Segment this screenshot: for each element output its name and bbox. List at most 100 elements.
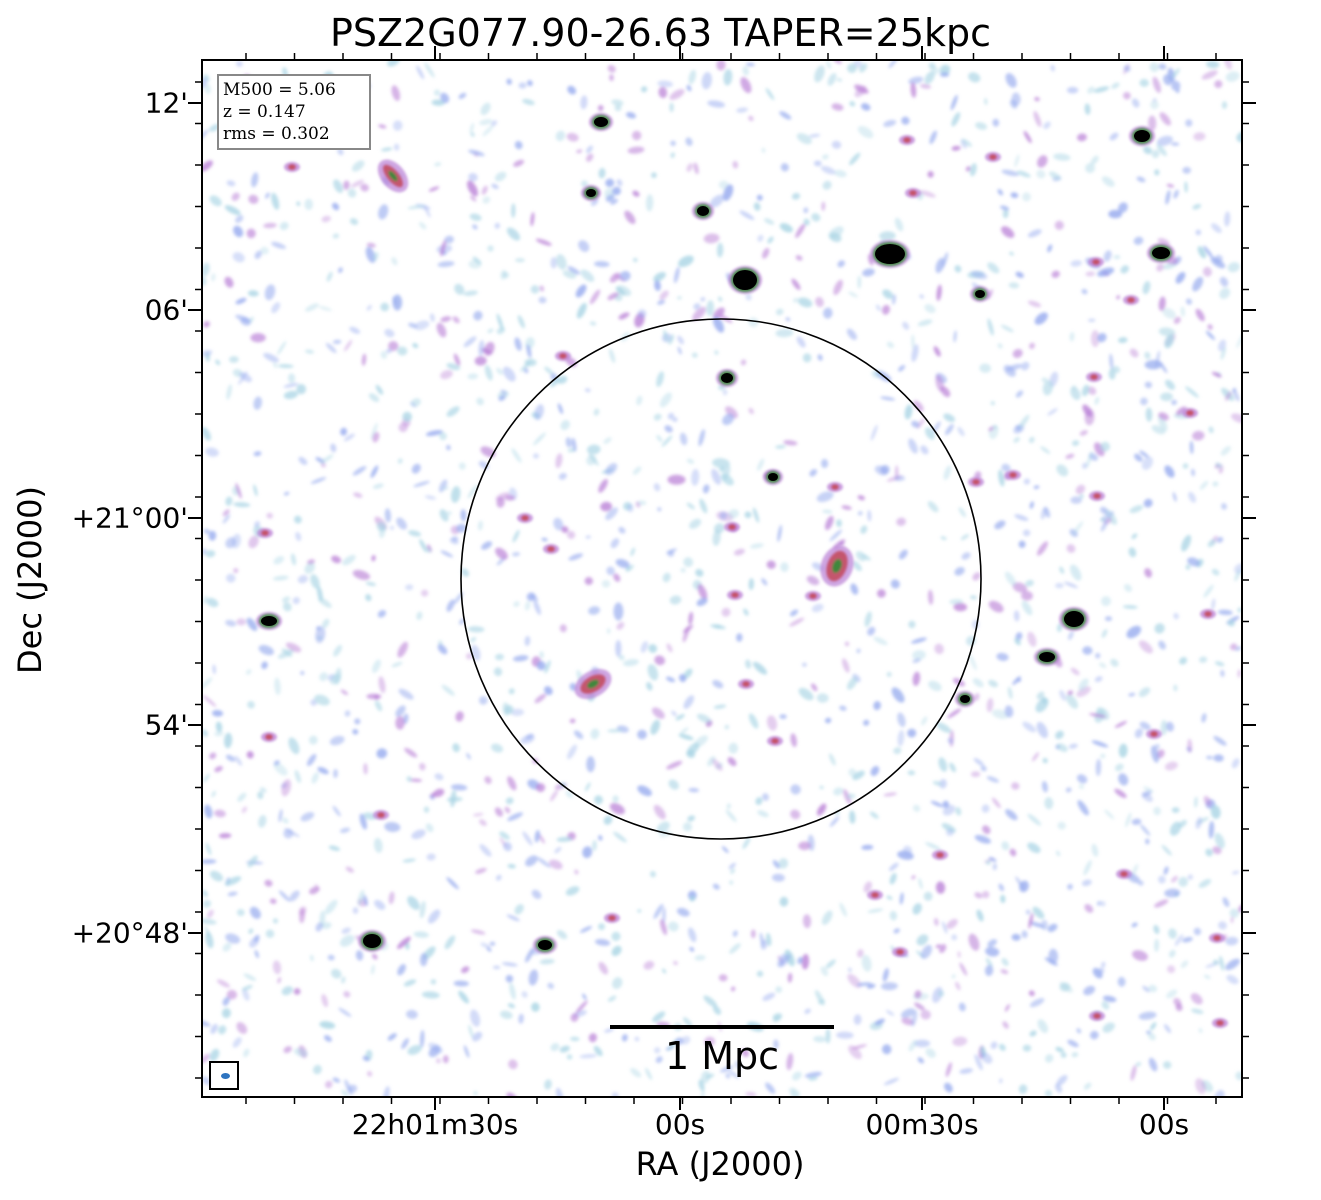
noise-blob	[924, 304, 936, 314]
noise-blob	[1117, 202, 1128, 213]
noise-blob	[662, 572, 671, 583]
noise-blob	[988, 426, 994, 432]
noise-blob	[1089, 1030, 1099, 1040]
noise-blob	[813, 1035, 827, 1043]
noise-blob	[1104, 809, 1115, 820]
noise-blob	[1163, 866, 1169, 875]
noise-blob	[1114, 763, 1124, 772]
noise-blob	[423, 204, 431, 218]
noise-blob	[450, 486, 461, 503]
noise-blob	[789, 609, 799, 617]
noise-blob	[1173, 998, 1182, 1007]
faint-source	[985, 152, 1001, 162]
noise-blob	[294, 769, 301, 784]
noise-blob	[1148, 1057, 1158, 1072]
noise-blob	[538, 833, 545, 844]
noise-blob	[888, 862, 899, 872]
noise-blob	[867, 509, 872, 522]
noise-blob	[947, 737, 954, 744]
noise-blob	[271, 241, 287, 249]
noise-blob	[203, 528, 211, 534]
noise-blob	[882, 968, 889, 982]
noise-blob	[1078, 784, 1085, 790]
point-source	[728, 266, 762, 294]
noise-blob	[251, 172, 259, 188]
noise-blob	[790, 733, 797, 748]
noise-blob	[582, 993, 587, 1000]
noise-blob	[305, 303, 319, 312]
noise-blob	[352, 907, 359, 914]
noise-blob	[1213, 735, 1227, 746]
noise-blob	[1010, 192, 1019, 199]
noise-blob	[248, 194, 259, 204]
noise-blob	[538, 296, 547, 304]
noise-blob	[567, 85, 577, 95]
noise-blob	[621, 1034, 628, 1042]
noise-blob	[1103, 250, 1112, 262]
noise-blob	[293, 1048, 308, 1057]
noise-blob	[1158, 640, 1166, 650]
noise-blob	[920, 445, 929, 455]
noise-blob	[1109, 353, 1114, 370]
noise-blob	[765, 1082, 776, 1094]
noise-blob	[817, 354, 823, 361]
noise-blob	[480, 942, 491, 949]
noise-blob	[1066, 694, 1079, 709]
noise-blob	[1116, 295, 1120, 300]
noise-blob	[431, 99, 445, 106]
noise-blob	[656, 434, 663, 443]
noise-blob	[1192, 276, 1204, 292]
noise-blob	[697, 584, 708, 600]
noise-blob	[682, 822, 693, 832]
noise-blob	[273, 556, 285, 565]
y-axis-label: Dec (J2000)	[11, 486, 49, 674]
noise-blob	[311, 772, 319, 784]
noise-blob	[814, 989, 825, 1006]
noise-blob	[829, 816, 840, 827]
noise-blob	[392, 120, 403, 131]
noise-blob	[1198, 878, 1212, 888]
noise-blob	[748, 578, 755, 591]
noise-blob	[589, 321, 597, 326]
noise-blob	[729, 943, 741, 954]
noise-blob	[688, 611, 694, 625]
noise-blob	[250, 333, 266, 343]
noise-blob	[533, 432, 546, 446]
noise-blob	[842, 658, 850, 673]
noise-blob	[592, 840, 597, 851]
noise-blob	[343, 180, 350, 190]
noise-blob	[806, 575, 820, 586]
noise-blob	[1234, 563, 1242, 574]
faint-source	[1212, 1018, 1228, 1028]
noise-blob	[501, 962, 518, 967]
noise-blob	[339, 934, 355, 947]
noise-blob	[229, 356, 239, 363]
noise-blob	[857, 495, 865, 501]
noise-blob	[1138, 1011, 1157, 1020]
noise-blob	[792, 1071, 802, 1081]
noise-blob	[1138, 640, 1153, 654]
noise-blob	[670, 140, 676, 146]
noise-blob	[500, 389, 508, 395]
noise-blob	[1154, 899, 1169, 908]
noise-blob	[434, 162, 442, 167]
noise-blob	[847, 63, 857, 74]
noise-blob	[273, 760, 280, 766]
noise-blob	[269, 898, 277, 904]
noise-blob	[258, 814, 267, 828]
noise-blob	[1029, 921, 1045, 928]
noise-blob	[474, 356, 487, 366]
noise-blob	[1175, 271, 1186, 284]
noise-blob	[344, 710, 351, 717]
noise-blob	[1000, 324, 1014, 333]
noise-blob	[683, 1017, 693, 1028]
noise-blob	[823, 307, 833, 319]
noise-blob	[444, 935, 456, 950]
noise-blob	[656, 821, 670, 834]
noise-blob	[317, 766, 329, 775]
noise-blob	[277, 649, 294, 659]
noise-blob	[504, 806, 511, 814]
noise-blob	[611, 1092, 619, 1097]
noise-blob	[969, 163, 977, 177]
noise-blob	[1180, 306, 1185, 317]
